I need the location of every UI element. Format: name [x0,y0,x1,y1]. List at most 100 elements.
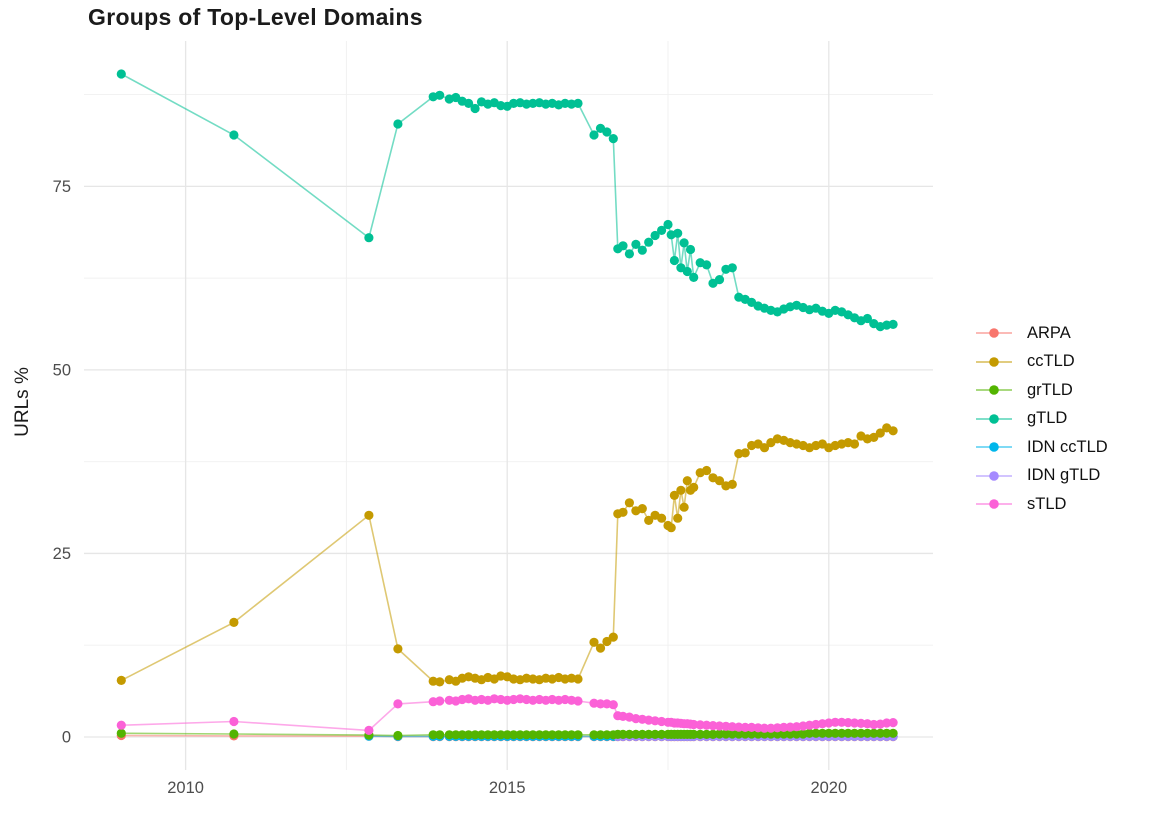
data-point [573,696,583,706]
data-point [679,502,689,512]
legend-label: gTLD [1027,409,1068,428]
legend-key-icon [976,499,1012,510]
data-point [843,728,853,738]
legend-key-icon [976,470,1012,481]
data-point [393,730,403,741]
data-point [393,119,403,129]
data-point [435,696,445,706]
data-point [644,237,654,247]
data-point [589,130,599,140]
data-point [229,716,239,727]
data-point [734,729,744,739]
legend-key-icon [976,356,1012,367]
data-point [727,729,737,739]
data-point [624,729,635,740]
data-point [444,730,454,740]
data-point [888,426,898,436]
data-point [364,510,374,520]
legend-label: IDN gTLD [1027,466,1101,485]
y-tick-label: 50 [53,361,71,379]
legend-item-sTLD: sTLD [975,490,1108,519]
data-point [673,513,683,523]
legend-dot [989,385,999,396]
data-point [888,728,898,738]
data-point [792,729,802,739]
chart-title: Groups of Top-Level Domains [88,4,423,30]
data-point [849,439,860,449]
data-point [547,730,557,740]
data-point [457,730,467,740]
legend-key-icon [976,328,1012,339]
series-points-gTLD [116,69,898,332]
data-point [669,490,680,500]
legend: ARPA ccTLD grTLD gTLD IDN ccTLD IDN gTLD sTLD [975,319,1108,519]
data-point [602,636,612,647]
data-point [541,730,551,740]
data-point [811,728,821,738]
data-point [862,728,873,738]
data-point [669,255,680,266]
data-point [508,730,519,740]
data-point [496,730,506,740]
data-point [708,721,718,731]
legend-label: grTLD [1027,380,1073,399]
data-point [573,730,583,740]
data-point [566,730,577,740]
data-point [116,69,126,79]
data-point [708,729,718,740]
legend-item-gTLD: gTLD [975,405,1108,434]
legend-key-icon [976,385,1012,396]
data-point [676,485,686,495]
data-point [229,130,239,140]
data-point [116,675,126,686]
data-point [727,722,737,732]
legend-dot [989,470,999,481]
data-point [804,728,815,738]
data-point [618,507,628,517]
data-point [608,700,618,710]
data-point [364,233,374,243]
data-point [766,723,776,733]
data-point [657,513,667,523]
data-point [882,728,892,738]
data-point [689,482,699,492]
data-point [637,504,647,514]
data-point [521,730,532,740]
data-point [451,730,461,740]
legend-dot [989,356,999,367]
legend-label: IDN ccTLD [1027,437,1108,456]
data-point [631,239,641,249]
data-point [608,632,618,642]
data-point [689,272,699,282]
data-point [714,275,725,285]
data-point [740,729,750,739]
data-point [595,643,606,653]
legend-dot [989,499,999,510]
data-point [849,728,860,738]
data-point [502,730,512,740]
legend-label: sTLD [1027,494,1067,513]
data-point [470,103,480,114]
data-point [573,674,583,684]
data-point [830,717,840,727]
data-point [875,728,885,738]
data-point [689,729,699,740]
data-point [554,730,564,740]
data-point [393,644,403,654]
data-point [856,728,866,738]
data-point [695,729,705,740]
data-point [779,729,789,739]
data-point [644,515,654,526]
data-point [618,729,628,740]
y-tick-label: 0 [62,728,71,746]
series-points-sTLD [116,694,898,736]
data-point [888,718,898,728]
data-point [476,730,487,740]
data-point [849,718,860,728]
data-point [830,728,840,738]
data-point [747,729,757,739]
data-point [464,730,474,740]
data-point [837,728,847,738]
